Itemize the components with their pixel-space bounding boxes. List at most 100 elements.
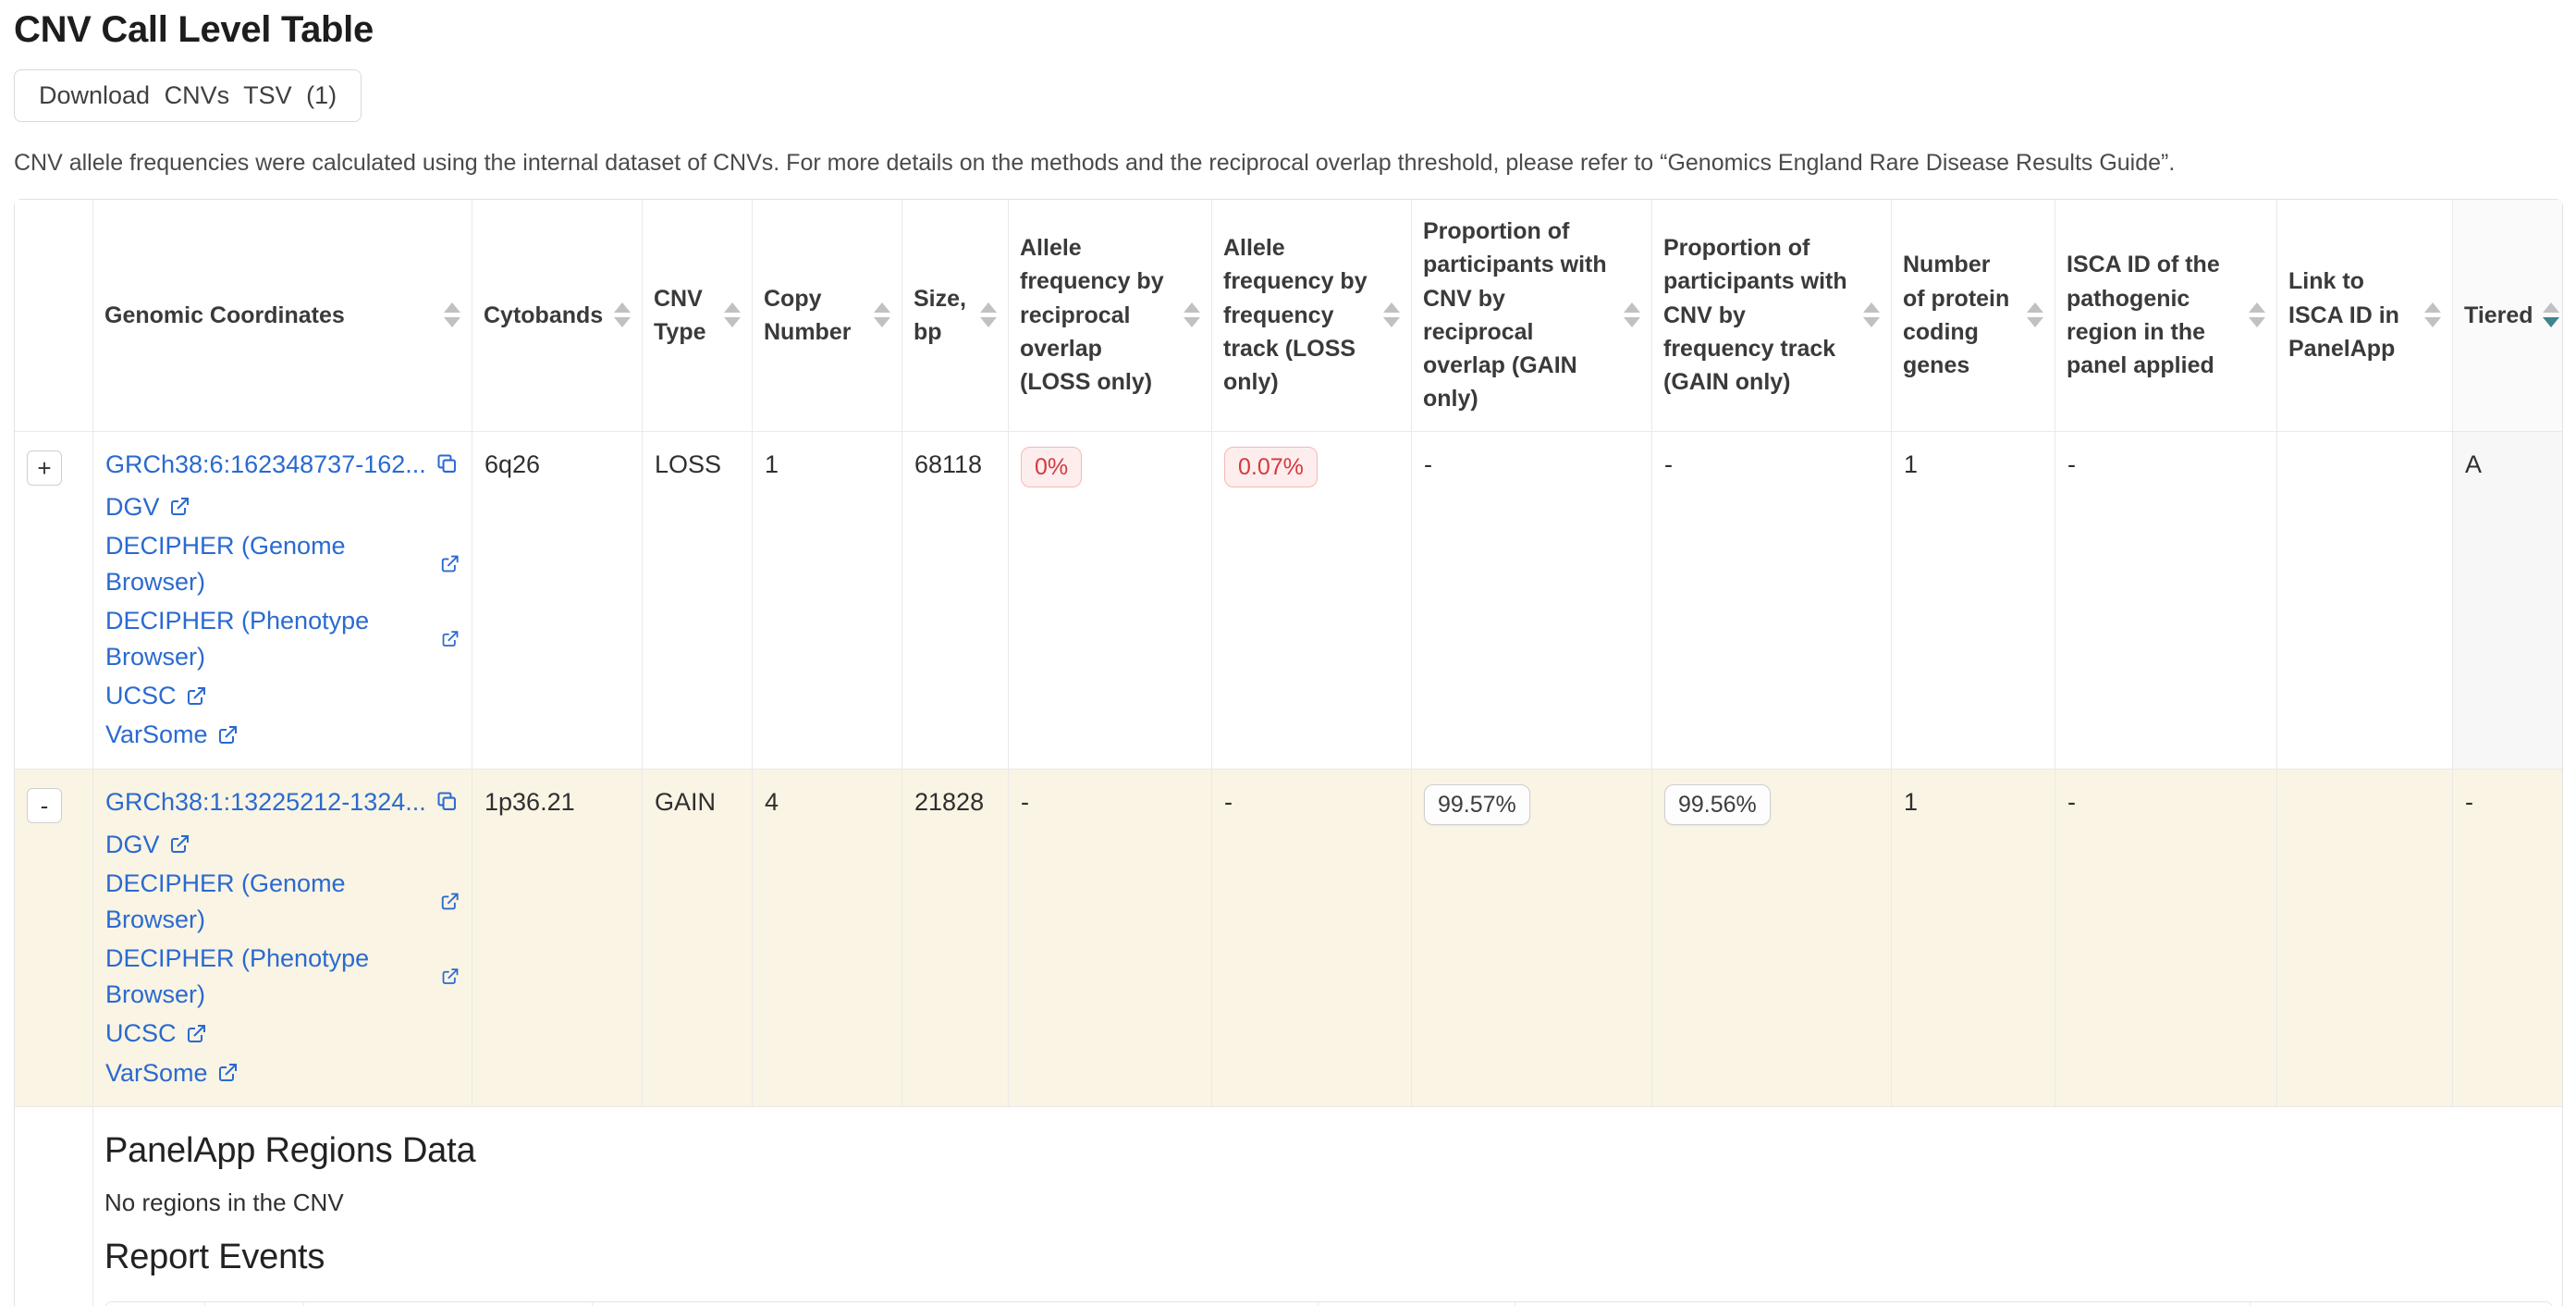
dgv-link[interactable]: DGV <box>105 489 190 525</box>
proportion-frequency-track-cell: - <box>1652 431 1892 770</box>
isca-id-cell: - <box>2055 769 2277 1107</box>
copy-icon[interactable] <box>435 788 460 824</box>
header-label: Number of protein coding genes <box>1903 252 2010 378</box>
expander-column-header <box>15 200 93 432</box>
link-label: DGV <box>105 492 160 521</box>
varsome-link[interactable]: VarSome <box>105 717 239 753</box>
genomic-coordinates-cell: GRCh38:1:13225212-1324... DGV DECIPHER (… <box>93 769 472 1107</box>
panelapp-empty-message: No regions in the CNV <box>104 1188 344 1216</box>
column-header-isca-link-panelapp[interactable]: Link to ISCA ID in PanelApp <box>2277 200 2453 432</box>
proportion-badge: 99.57% <box>1424 783 1530 826</box>
expander-column-spacer <box>15 1106 93 1306</box>
column-header-cytobands[interactable]: Cytobands <box>472 200 643 432</box>
column-header-genomic-coordinates[interactable]: Genomic Coordinates <box>93 200 472 432</box>
header-label: Allele frequency by frequency track (LOS… <box>1223 235 1368 396</box>
size-bp-cell: 68118 <box>902 431 1009 770</box>
decipher-phenotype-browser-link[interactable]: DECIPHER (Phenotype Browser) <box>105 603 460 675</box>
column-header-clinical-indication: Clinical Indication <box>1515 1301 2251 1306</box>
header-label: Size, bp <box>914 285 966 345</box>
genomic-coordinates-link[interactable]: GRCh38:1:13225212-1324... <box>105 787 426 816</box>
link-label: VarSome <box>105 1058 208 1087</box>
external-link-icon <box>441 893 459 910</box>
proportion-reciprocal-cell: - <box>1412 431 1652 770</box>
sort-icon[interactable] <box>2424 302 2441 328</box>
column-header-protein-coding-genes[interactable]: Number of protein coding genes <box>1892 200 2055 432</box>
isca-link-cell <box>2277 769 2453 1107</box>
column-header-size-bp[interactable]: Size, bp <box>902 200 1009 432</box>
sort-icon[interactable] <box>874 302 890 328</box>
decipher-genome-browser-link[interactable]: DECIPHER (Genome Browser) <box>105 528 460 600</box>
external-link-icon <box>170 835 189 854</box>
sort-icon-active-desc[interactable] <box>2542 302 2559 328</box>
column-header-copy-number[interactable]: Copy Number <box>753 200 902 432</box>
frequency-badge: 0.07% <box>1224 446 1318 487</box>
select-all-header-cell <box>105 1301 205 1306</box>
header-label: Genomic Coordinates <box>104 302 345 328</box>
link-label: VarSome <box>105 721 208 749</box>
external-link-icon <box>170 498 189 516</box>
copy-number-cell: 4 <box>753 769 902 1107</box>
ucsc-link[interactable]: UCSC <box>105 1016 207 1052</box>
sort-icon[interactable] <box>980 302 997 328</box>
column-header-proportion-frequency-track[interactable]: Proportion of participants with CNV by f… <box>1652 200 1892 432</box>
af-frequency-track-cell: - <box>1212 769 1412 1107</box>
cnv-row-expanded: - GRCh38:1:13225212-1324... DGV DECIPHER… <box>15 769 2562 1107</box>
download-cnvs-tsv-button[interactable]: Download CNVs TSV (1) <box>14 69 362 122</box>
page-title: CNV Call Level Table <box>14 9 374 50</box>
ucsc-link[interactable]: UCSC <box>105 678 207 714</box>
cnv-table-header-row: Genomic Coordinates Cytobands CNV Type C… <box>15 200 2562 432</box>
isca-link-cell <box>2277 431 2453 770</box>
column-header-af-frequency-track[interactable]: Allele frequency by frequency track (LOS… <box>1212 200 1412 432</box>
external-link-icon <box>442 631 459 647</box>
column-header-tiered[interactable]: Tiered <box>2453 200 2562 432</box>
external-link-icon <box>218 1064 237 1082</box>
tiered-cell: - <box>2453 769 2562 1107</box>
report-events-table: Score Genomic Entity Panel Name Panel Ve… <box>104 1300 2553 1306</box>
expand-row-button[interactable]: + <box>27 450 62 486</box>
external-link-icon <box>441 555 459 573</box>
header-label: Copy Number <box>764 285 852 345</box>
header-label: CNV Type <box>654 285 706 345</box>
cytobands-cell: 6q26 <box>472 431 643 770</box>
decipher-genome-browser-link[interactable]: DECIPHER (Genome Browser) <box>105 866 460 938</box>
expanded-detail-row: PanelApp Regions Data No regions in the … <box>15 1106 2562 1306</box>
genomic-coordinates-link[interactable]: GRCh38:6:162348737-162... <box>105 450 426 478</box>
copy-number-cell: 1 <box>753 431 902 770</box>
sort-icon[interactable] <box>1184 302 1200 328</box>
link-label: DECIPHER (Phenotype Browser) <box>105 944 370 1009</box>
sort-icon[interactable] <box>614 302 631 328</box>
sort-icon[interactable] <box>2027 302 2043 328</box>
collapse-row-button[interactable]: - <box>27 787 62 823</box>
protein-coding-genes-cell: 1 <box>1892 431 2055 770</box>
cytobands-cell: 1p36.21 <box>472 769 643 1107</box>
dgv-link[interactable]: DGV <box>105 827 190 863</box>
header-label: Proportion of participants with CNV by r… <box>1423 218 1607 413</box>
af-frequency-track-cell: 0.07% <box>1212 431 1412 770</box>
protein-coding-genes-cell: 1 <box>1892 769 2055 1107</box>
sort-icon[interactable] <box>1624 302 1640 328</box>
varsome-link[interactable]: VarSome <box>105 1055 239 1091</box>
copy-icon[interactable] <box>435 450 460 487</box>
column-header-score: Score <box>205 1301 304 1306</box>
expanded-detail-cell: PanelApp Regions Data No regions in the … <box>93 1106 2562 1306</box>
link-label: DECIPHER (Genome Browser) <box>105 869 346 934</box>
link-label: DGV <box>105 830 160 858</box>
header-label: Tiered <box>2464 302 2533 328</box>
column-header-isca-id[interactable]: ISCA ID of the pathogenic region in the … <box>2055 200 2277 432</box>
sort-icon[interactable] <box>1383 302 1400 328</box>
external-link-icon <box>187 1025 205 1043</box>
af-reciprocal-cell: - <box>1009 769 1212 1107</box>
sort-icon[interactable] <box>724 302 741 328</box>
sort-icon[interactable] <box>444 302 460 328</box>
column-header-cnv-type[interactable]: CNV Type <box>643 200 753 432</box>
cnv-type-cell: LOSS <box>643 431 753 770</box>
sort-icon[interactable] <box>1863 302 1880 328</box>
link-label: DECIPHER (Genome Browser) <box>105 531 346 596</box>
header-label: ISCA ID of the pathogenic region in the … <box>2067 252 2220 378</box>
tiered-cell: A <box>2453 431 2562 770</box>
column-header-proportion-reciprocal-overlap[interactable]: Proportion of participants with CNV by r… <box>1412 200 1652 432</box>
column-header-af-reciprocal-overlap[interactable]: Allele frequency by reciprocal overlap (… <box>1009 200 1212 432</box>
decipher-phenotype-browser-link[interactable]: DECIPHER (Phenotype Browser) <box>105 941 460 1013</box>
isca-id-cell: - <box>2055 431 2277 770</box>
sort-icon[interactable] <box>2249 302 2265 328</box>
